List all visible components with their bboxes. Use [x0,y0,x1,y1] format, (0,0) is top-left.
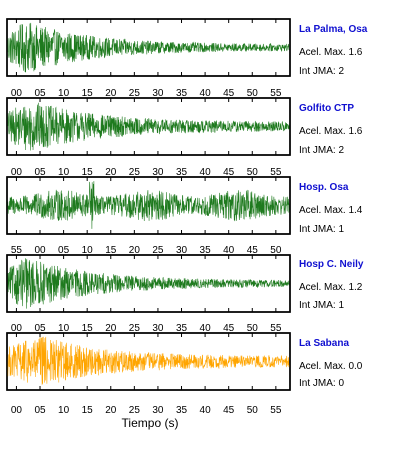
x-tick-label: 55 [270,167,282,178]
x-tick-label: 30 [176,245,188,256]
station-name-golfito: Golfito CTP [299,103,354,114]
x-tick-label: 20 [105,167,117,178]
x-tick-label: 20 [105,88,117,99]
x-tick-label: 55 [270,405,282,416]
x-tick-label: 30 [152,88,164,99]
int-jma-hosp-osa: Int JMA: 1 [299,224,345,235]
x-tick-label: 20 [105,323,117,334]
x-tick-label: 00 [11,88,23,99]
x-tick-label: 20 [129,245,141,256]
x-tick-label: 35 [200,245,212,256]
x-tick-label: 40 [200,88,212,99]
x-tick-label: 05 [34,88,46,99]
x-tick-label: 25 [129,405,141,416]
x-tick-label: 10 [58,167,70,178]
x-tick-label: 50 [247,405,259,416]
x-tick-label: 10 [58,323,70,334]
x-tick-label: 25 [129,323,141,334]
x-tick-label: 50 [247,323,259,334]
x-tick-label: 15 [82,167,94,178]
x-tick-label: 25 [129,88,141,99]
waveform-line [6,22,290,73]
station-name-la-palma: La Palma, Osa [299,24,368,35]
x-tick-label: 15 [82,323,94,334]
x-tick-label: 40 [200,405,212,416]
station-name-hosp-c-neily: Hosp C. Neily [299,259,364,270]
acel-max-hosp-osa: Acel. Max. 1.4 [299,205,363,216]
x-tick-label: 50 [247,88,259,99]
int-jma-la-sabana: Int JMA: 0 [299,378,345,389]
x-tick-label: 10 [58,88,70,99]
x-tick-label: 45 [223,88,235,99]
x-tick-label: 55 [270,88,282,99]
x-tick-label: 10 [58,405,70,416]
acel-max-la-sabana: Acel. Max. 0.0 [299,361,363,372]
x-tick-label: 15 [82,88,94,99]
waveform-line [6,336,291,385]
x-tick-label: 45 [223,167,235,178]
x-tick-label: 35 [176,405,188,416]
x-tick-label: 05 [34,405,46,416]
x-tick-label: 35 [176,167,188,178]
x-tick-label: 30 [152,405,164,416]
panel-border [6,254,291,313]
int-jma-la-palma: Int JMA: 2 [299,66,345,77]
x-tick-label: 20 [105,405,117,416]
waveform-line [6,258,290,309]
x-tick-label: 50 [247,167,259,178]
x-tick-label: 00 [11,405,23,416]
waveform-line [6,181,291,229]
acel-max-golfito: Acel. Max. 1.6 [299,126,363,137]
x-tick-label: 55 [270,323,282,334]
x-tick-label: 35 [176,88,188,99]
x-tick-label: 35 [176,323,188,334]
x-axis-label: Tiempo (s) [121,416,179,430]
x-tick-label: 05 [58,245,70,256]
x-tick-label: 55 [11,245,23,256]
panel-border [6,18,291,77]
panel-border [6,97,291,156]
x-tick-label: 25 [152,245,164,256]
x-tick-label: 40 [200,167,212,178]
panel-border [6,332,291,391]
x-tick-label: 00 [11,323,23,334]
x-tick-label: 40 [200,323,212,334]
acel-max-la-palma: Acel. Max. 1.6 [299,47,363,58]
waveform-line [6,102,291,151]
x-tick-label: 30 [152,323,164,334]
x-tick-label: 30 [152,167,164,178]
x-tick-label: 15 [82,405,94,416]
int-jma-hosp-c-neily: Int JMA: 1 [299,300,345,311]
x-tick-label: 45 [223,405,235,416]
station-name-hosp-osa: Hosp. Osa [299,182,349,193]
x-tick-label: 40 [223,245,235,256]
x-tick-label: 05 [34,167,46,178]
x-tick-label: 25 [129,167,141,178]
x-tick-label: 45 [223,323,235,334]
x-tick-label: 00 [11,167,23,178]
int-jma-golfito: Int JMA: 2 [299,145,345,156]
x-tick-label: 45 [247,245,259,256]
station-name-la-sabana: La Sabana [299,338,350,349]
x-tick-label: 50 [270,245,282,256]
x-tick-label: 15 [105,245,117,256]
x-tick-label: 05 [34,323,46,334]
panel-border [6,176,291,235]
x-tick-label: 10 [82,245,94,256]
x-tick-label: 00 [34,245,46,256]
acel-max-hosp-c-neily: Acel. Max. 1.2 [299,282,363,293]
